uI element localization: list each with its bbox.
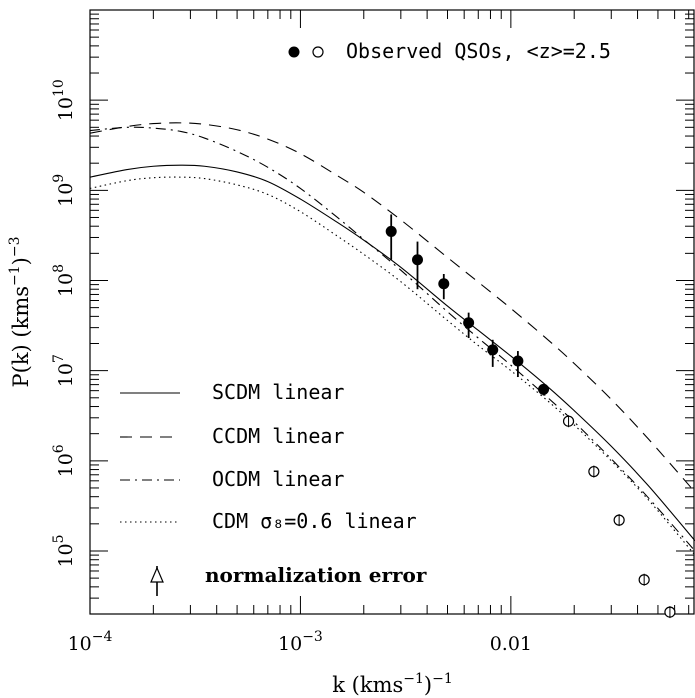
observed-point-filled [463, 317, 475, 329]
y-axis-label: P(k) (kms−1)−3 [7, 236, 33, 387]
model-curves [90, 122, 695, 556]
observed-point-filled [411, 254, 423, 266]
observed-point-filled [512, 355, 524, 367]
x-tick-label: 10−3 [278, 629, 323, 655]
legend-label-dashdot: OCDM linear [212, 467, 344, 491]
x-tick-label: 10−4 [68, 629, 113, 655]
y-tick-label: 107 [51, 354, 77, 387]
y-tick-label: 108 [51, 264, 77, 297]
observed-point-filled [487, 344, 499, 356]
y-tick-label: 105 [51, 534, 77, 567]
legend-label-dotted: CDM σ₈=0.6 linear [212, 509, 417, 533]
y-tick-label: 106 [51, 444, 77, 477]
curve-dashdot [90, 126, 695, 552]
observed-point-filled [385, 225, 397, 237]
plot-frame [89, 9, 695, 615]
y-tick-label: 1010 [51, 79, 77, 121]
y-tick-label: 109 [51, 174, 77, 207]
normalization-error-label: normalization error [205, 563, 427, 587]
normalization-error-triangle [150, 566, 164, 583]
legend-label-dashed: CCDM linear [212, 424, 344, 448]
x-axis-label: k (kms−1)−1 [332, 671, 453, 697]
x-tick-label: 0.01 [490, 633, 532, 655]
legend-label-solid: SCDM linear [212, 380, 344, 404]
legend-open-marker [312, 46, 324, 58]
plot-border [89, 9, 695, 615]
observed-point-filled [438, 278, 450, 290]
axis-ticks: 10−4 10−3 0.01 105 106 107 108 109 1010 [51, 9, 694, 655]
legend-observed-label: Observed QSOs, <z>=2.5 [346, 39, 611, 63]
observed-points [385, 214, 676, 619]
curve-solid [90, 164, 695, 542]
observed-point-filled [538, 383, 550, 395]
curve-dashed [90, 122, 695, 493]
legend-filled-marker [288, 46, 300, 58]
legend: Observed QSOs, <z>=2.5 SCDM linear CCDM li… [120, 39, 611, 596]
curve-dotted [90, 176, 695, 556]
